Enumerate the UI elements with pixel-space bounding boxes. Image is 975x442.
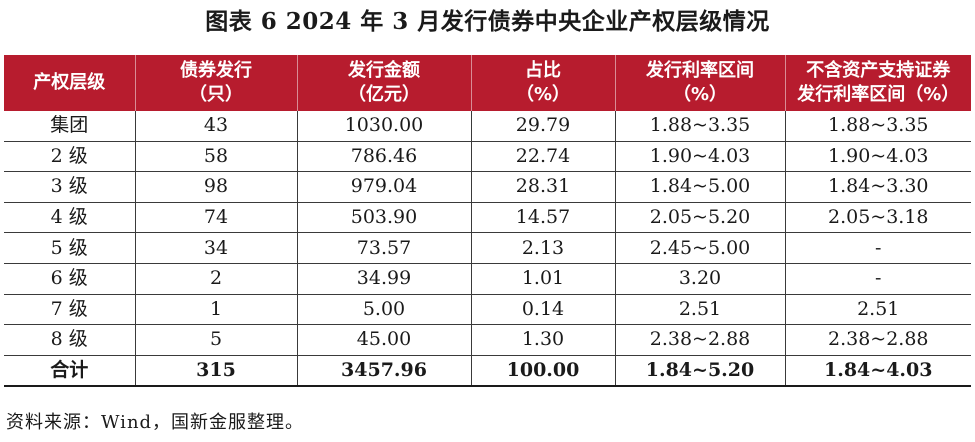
- cell-rate-range-excl-abs: 2.05~3.18: [784, 202, 971, 234]
- cell-level: 集团: [4, 111, 135, 142]
- table-body: 集团 43 1030.00 29.79 1.88~3.35 1.88~3.35 …: [4, 111, 971, 388]
- table-header-row: 产权层级 债券发行 （只） 发行金额 （亿元） 占比 （%） 发行利率区间 （%…: [4, 55, 971, 111]
- header-issue-amount: 发行金额 （亿元）: [296, 55, 471, 111]
- header-bond-count: 债券发行 （只）: [134, 55, 297, 111]
- header-line: 占比: [525, 60, 561, 81]
- cell-rate-range: 2.05~5.20: [614, 202, 785, 234]
- cell-rate-range-excl-abs: 1.88~3.35: [784, 111, 971, 142]
- cell-level: 6 级: [4, 263, 135, 295]
- bond-issuance-table: 产权层级 债券发行 （只） 发行金额 （亿元） 占比 （%） 发行利率区间 （%…: [4, 55, 971, 388]
- cell-total-amount: 3457.96: [296, 355, 471, 388]
- cell-share: 28.31: [470, 171, 615, 203]
- cell-total-label: 合计: [4, 355, 135, 388]
- cell-rate-range-excl-abs: -: [784, 263, 971, 295]
- cell-amount: 786.46: [296, 141, 471, 173]
- cell-rate-range-excl-abs: 2.51: [784, 294, 971, 326]
- cell-amount: 979.04: [296, 171, 471, 203]
- cell-rate-range-excl-abs: -: [784, 232, 971, 264]
- cell-rate-range: 1.88~3.35: [614, 111, 785, 142]
- cell-share: 2.13: [470, 232, 615, 264]
- header-share: 占比 （%）: [470, 55, 615, 111]
- cell-count: 98: [134, 171, 297, 203]
- cell-count: 74: [134, 202, 297, 234]
- cell-count: 43: [134, 111, 297, 142]
- cell-rate-range-excl-abs: 1.84~3.30: [784, 171, 971, 203]
- cell-count: 2: [134, 263, 297, 295]
- cell-amount: 45.00: [296, 324, 471, 356]
- cell-share: 29.79: [470, 111, 615, 142]
- cell-count: 5: [134, 324, 297, 356]
- cell-level: 5 级: [4, 232, 135, 264]
- table-row: 5 级 34 73.57 2.13 2.45~5.00 -: [4, 232, 971, 264]
- cell-amount: 503.90: [296, 202, 471, 234]
- cell-total-rate-range-excl-abs: 1.84~4.03: [784, 355, 971, 388]
- header-line: （只）: [189, 84, 243, 105]
- cell-amount: 1030.00: [296, 111, 471, 142]
- cell-amount: 5.00: [296, 294, 471, 326]
- table-row: 6 级 2 34.99 1.01 3.20 -: [4, 263, 971, 295]
- cell-total-count: 315: [134, 355, 297, 388]
- cell-level: 3 级: [4, 171, 135, 203]
- cell-share: 1.30: [470, 324, 615, 356]
- cell-amount: 73.57: [296, 232, 471, 264]
- cell-count: 1: [134, 294, 297, 326]
- table-row: 7 级 1 5.00 0.14 2.51 2.51: [4, 294, 971, 326]
- table-title: 图表 6 2024 年 3 月发行债券中央企业产权层级情况: [205, 8, 770, 35]
- header-line: （%）: [515, 84, 571, 105]
- cell-rate-range-excl-abs: 1.90~4.03: [784, 141, 971, 173]
- header-line: 不含资产支持证券: [806, 60, 951, 81]
- table-row: 4 级 74 503.90 14.57 2.05~5.20 2.05~3.18: [4, 202, 971, 234]
- cell-rate-range: 2.45~5.00: [614, 232, 785, 264]
- cell-rate-range: 2.38~2.88: [614, 324, 785, 356]
- cell-share: 1.01: [470, 263, 615, 295]
- table-row: 3 级 98 979.04 28.31 1.84~5.00 1.84~3.30: [4, 171, 971, 203]
- cell-level: 4 级: [4, 202, 135, 234]
- header-line: （%）: [672, 84, 728, 105]
- cell-level: 2 级: [4, 141, 135, 173]
- header-line: 发行利率区间: [646, 60, 754, 81]
- bond-issuance-table-container: 产权层级 债券发行 （只） 发行金额 （亿元） 占比 （%） 发行利率区间 （%…: [4, 55, 971, 388]
- cell-share: 14.57: [470, 202, 615, 234]
- cell-level: 8 级: [4, 324, 135, 356]
- cell-count: 34: [134, 232, 297, 264]
- cell-total-rate-range: 1.84~5.20: [614, 355, 785, 388]
- header-ownership-level: 产权层级: [4, 55, 135, 111]
- cell-rate-range-excl-abs: 2.38~2.88: [784, 324, 971, 356]
- cell-rate-range: 3.20: [614, 263, 785, 295]
- cell-rate-range: 1.90~4.03: [614, 141, 785, 173]
- header-line: 债券发行: [180, 60, 252, 81]
- table-row: 8 级 5 45.00 1.30 2.38~2.88 2.38~2.88: [4, 324, 971, 356]
- header-line: 发行利率区间（%）: [797, 84, 960, 105]
- cell-level: 7 级: [4, 294, 135, 326]
- cell-amount: 34.99: [296, 263, 471, 295]
- table-total-row: 合计 315 3457.96 100.00 1.84~5.20 1.84~4.0…: [4, 355, 971, 388]
- header-line: 产权层级: [33, 72, 106, 93]
- table-row: 2 级 58 786.46 22.74 1.90~4.03 1.90~4.03: [4, 141, 971, 173]
- cell-share: 0.14: [470, 294, 615, 326]
- cell-count: 58: [134, 141, 297, 173]
- header-rate-range-excl-abs: 不含资产支持证券 发行利率区间（%）: [784, 55, 971, 111]
- header-line: （亿元）: [348, 84, 420, 105]
- source-note: 资料来源：Wind，国新金服整理。: [6, 412, 305, 433]
- header-rate-range: 发行利率区间 （%）: [614, 55, 785, 111]
- cell-share: 22.74: [470, 141, 615, 173]
- cell-rate-range: 2.51: [614, 294, 785, 326]
- cell-total-share: 100.00: [470, 355, 615, 388]
- header-line: 发行金额: [348, 60, 420, 81]
- cell-rate-range: 1.84~5.00: [614, 171, 785, 203]
- table-row: 集团 43 1030.00 29.79 1.88~3.35 1.88~3.35: [4, 111, 971, 142]
